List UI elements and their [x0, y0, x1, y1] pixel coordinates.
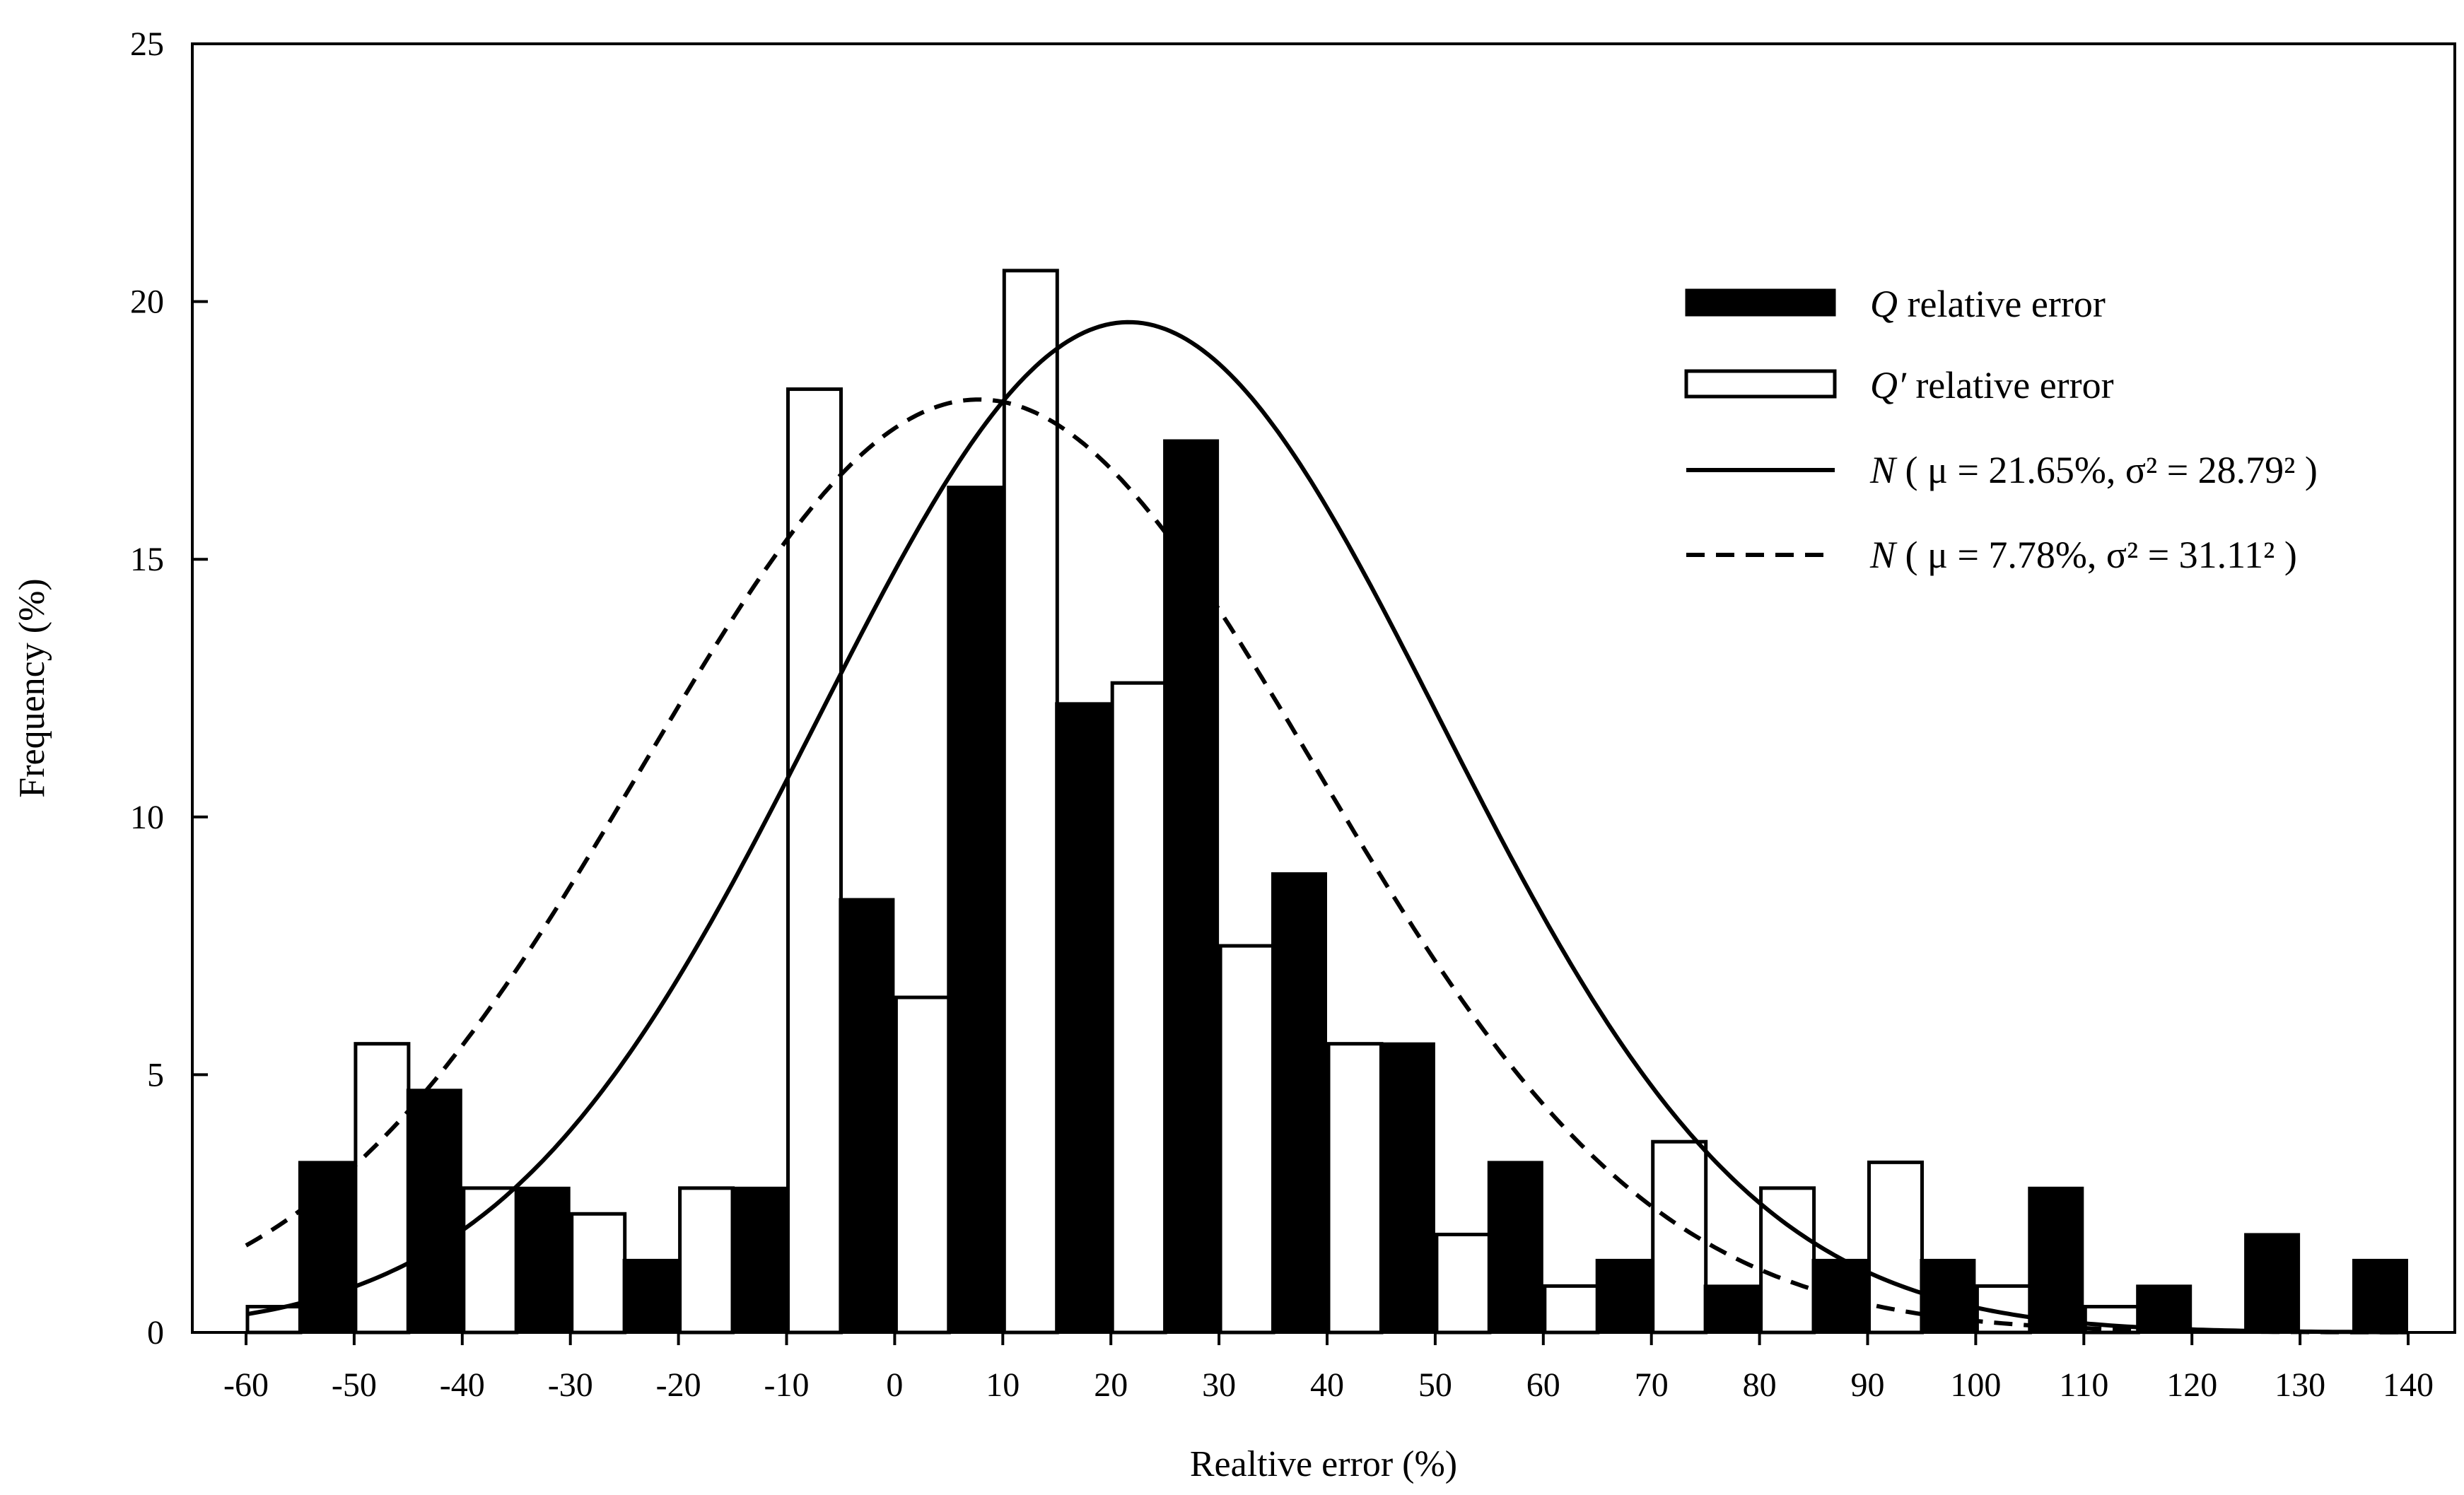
y-tick-label: 20 [130, 283, 164, 321]
bar-q-130 [2244, 1233, 2301, 1335]
bar-q-120 [2136, 1284, 2193, 1334]
curves-group [245, 319, 2408, 1335]
x-tick-label: 10 [986, 1366, 1020, 1404]
x-tick-label: 0 [886, 1366, 903, 1404]
x-tick-label: -60 [223, 1366, 269, 1404]
y-tick-label: 15 [130, 541, 164, 578]
bar-q-30 [1163, 439, 1220, 1334]
x-tick-label: 70 [1635, 1366, 1669, 1404]
bar-qprime--10 [786, 387, 843, 1335]
bar-q-80 [1703, 1284, 1760, 1334]
x-tick-label: -10 [764, 1366, 810, 1404]
legend-label: N ( μ = 21.65%, σ² = 28.79² ) [1869, 449, 2318, 491]
x-tick-label: -50 [332, 1366, 377, 1404]
legend-symbol: Q [1870, 283, 1898, 325]
bar-q--10 [730, 1186, 787, 1334]
y-tick-label: 10 [130, 799, 164, 836]
bar-q-10 [947, 486, 1003, 1334]
x-tick-label: 110 [2059, 1366, 2108, 1404]
bar-q-0 [839, 898, 895, 1335]
bar-qprime-60 [1543, 1284, 1600, 1335]
bar-q-110 [2028, 1186, 2084, 1334]
bar-q--40 [406, 1089, 462, 1334]
legend-text: relative error [1906, 364, 2114, 406]
bar-qprime-10 [1002, 269, 1059, 1335]
x-tick-label: 50 [1418, 1366, 1452, 1404]
bar-q--30 [514, 1186, 571, 1334]
bar-qprime-50 [1435, 1232, 1492, 1335]
y-tick-label: 5 [147, 1056, 164, 1094]
legend-label: N ( μ = 7.78%, σ² = 31.11² ) [1869, 534, 2297, 576]
bar-qprime-20 [1110, 681, 1167, 1335]
legend-text: ( μ = 21.65%, σ² = 28.79² ) [1896, 449, 2318, 491]
y-axis: 0 5 10 15 20 25 [130, 25, 208, 1352]
x-tick-label: 60 [1526, 1366, 1560, 1404]
x-tick-label: -30 [548, 1366, 593, 1404]
x-tick-label: -20 [656, 1366, 701, 1404]
legend-symbol: Q′ [1870, 364, 1907, 406]
x-tick-label: 120 [2166, 1366, 2217, 1404]
x-tick-label: 130 [2275, 1366, 2325, 1404]
plot-frame [191, 42, 2456, 1334]
x-tick-label: 40 [1310, 1366, 1344, 1404]
bar-q-90 [1811, 1258, 1868, 1334]
x-tick-label: 20 [1094, 1366, 1128, 1404]
y-axis-title: Frequency (%) [12, 578, 52, 797]
x-tick-label: 100 [1950, 1366, 2001, 1404]
bar-qprime--20 [678, 1186, 735, 1335]
x-tick-label: 140 [2383, 1366, 2434, 1404]
x-axis-title: Realtive error (%) [1190, 1444, 1457, 1484]
bar-qprime--50 [354, 1042, 411, 1335]
bar-q-20 [1055, 702, 1111, 1334]
y-tick-label: 0 [147, 1314, 164, 1352]
bar-q-50 [1379, 1042, 1435, 1334]
bar-qprime-30 [1218, 944, 1275, 1335]
bar-qprime-40 [1326, 1042, 1384, 1335]
x-tick-label: 90 [1851, 1366, 1885, 1404]
bar-q-60 [1487, 1161, 1543, 1335]
legend-swatch-qprime [1684, 369, 1837, 399]
bar-q-70 [1595, 1258, 1652, 1334]
bar-q-40 [1271, 872, 1327, 1334]
legend-swatch-q [1685, 288, 1836, 317]
x-axis: -60 -50 -40 -30 -20 -10 0 10 20 30 40 50 60 70 80 90 100… [223, 1332, 2434, 1404]
x-tick-label: -40 [440, 1366, 485, 1404]
legend-symbol: N [1869, 449, 1898, 491]
legend-text: ( μ = 7.78%, σ² = 31.11² ) [1896, 534, 2297, 576]
bar-q-140 [2352, 1258, 2408, 1334]
x-tick-label: 80 [1743, 1366, 1777, 1404]
x-tick-label: 30 [1202, 1366, 1236, 1404]
bar-qprime--30 [570, 1212, 627, 1335]
bar-qprime-0 [894, 995, 951, 1335]
bar-q--20 [622, 1258, 679, 1334]
legend-symbol: N [1869, 534, 1898, 576]
legend-label: Q′ relative error [1870, 364, 2114, 406]
legend-text: relative error [1898, 283, 2106, 325]
legend-label: Q relative error [1870, 283, 2106, 325]
y-tick-label: 25 [130, 25, 164, 63]
normal-curve-q [245, 319, 2408, 1335]
